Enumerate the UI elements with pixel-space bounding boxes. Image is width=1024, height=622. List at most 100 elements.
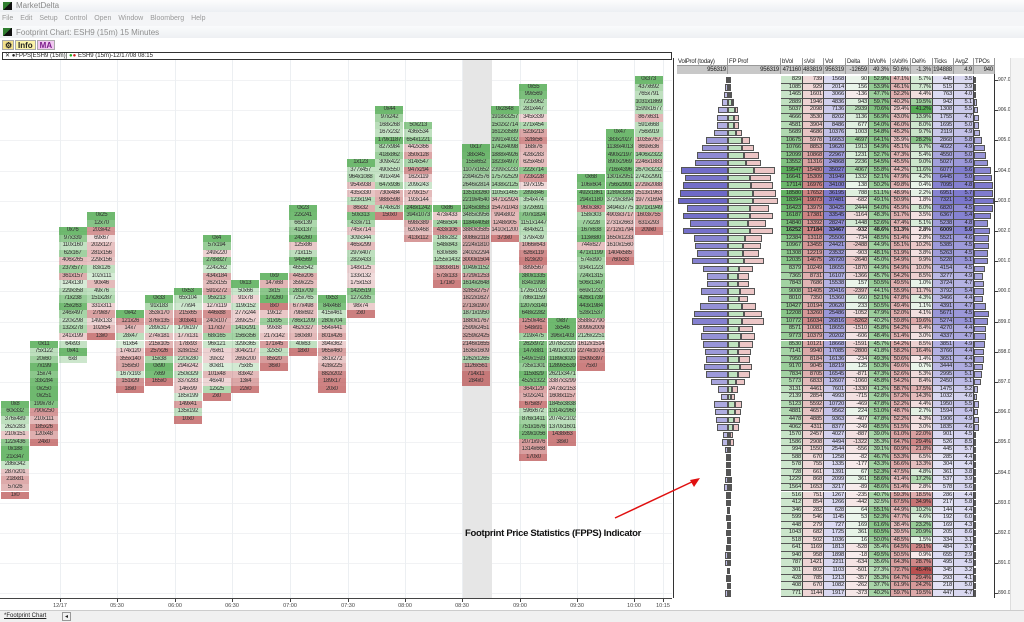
time-tick [577,599,578,602]
fpprof-sell-bar [746,159,762,167]
menu-control[interactable]: Control [64,15,88,22]
footprint-cell: 64x93 [58,340,87,348]
menu-open[interactable]: Open [94,15,112,22]
footprint-cell: 6x8 [58,355,87,364]
fpps-cell: 35.4% [869,544,891,552]
fpps-cell: 1145 [824,514,846,522]
fpps-cell: -932 [846,227,869,235]
fpps-cell: 1475 [933,385,954,394]
fpps-column-header[interactable]: TPOs [974,58,995,66]
menu-bloomberg[interactable]: Bloomberg [150,15,185,22]
fpps-cell: 38.4% [891,521,911,530]
menu-setup[interactable]: Setup [39,15,58,22]
fpps-cell: 8.0% [911,204,933,213]
footprint-cell: 71x115 [289,249,317,258]
fpps-column-header[interactable]: Ticks [933,58,954,66]
fpps-cell: 60.9% [891,446,911,454]
fpps-cell: 17184 [803,227,824,235]
fpps-cell: 771 [781,589,803,598]
fpprof-sell-bar [742,137,751,144]
footprint-cell: 13x4 [231,378,260,386]
legend-study[interactable]: FPPS[ESH9 (15m)] [15,53,68,59]
fpps-cell: 56.6% [891,461,911,469]
settings-gear-icon[interactable]: ⚙ [2,40,14,50]
footprint-cell: 1742x4098 [490,144,519,152]
fpps-column-header[interactable]: Vol [824,58,846,66]
fpps-cell: 39.0% [869,431,891,439]
legend-series[interactable]: ESH9 (15m)-12/17/08 08:15 [77,53,153,59]
fpps-column-header[interactable]: Del% [911,58,933,66]
footprint-cell: 669x1232 [577,287,605,296]
footprint-cell: 724x1315 [577,272,605,281]
fpprof-buy-bar [728,371,739,378]
tpo-bar [974,114,979,121]
fpps-cell: 26816 [824,317,846,326]
price-label: 893.00 [998,499,1014,506]
fpps-column-header[interactable]: sVol% [891,58,911,66]
footprint-chart-area[interactable]: 0x8 60x332 376x489 262x283 210x151 122x436 0x1… [0,60,672,598]
fpps-column-header[interactable]: AvgZ [954,58,974,66]
footprint-cell: 428x225 [317,363,346,371]
menu-help[interactable]: Help [191,15,206,22]
ma-button[interactable]: MA [36,40,56,50]
fpprof-sell-bar [740,363,753,371]
footprint-cell: 86x32 [346,204,375,213]
info-button[interactable]: Info [15,40,36,50]
volprof-bar [717,114,728,121]
footprint-cell: 1612x3589 [490,129,519,137]
tab-footprint-chart[interactable]: *Footprint Chart [4,613,47,619]
fpps-cell: 4270 [933,325,954,333]
menu-file[interactable]: File [2,15,14,22]
tpo-bar [974,484,976,491]
fpps-cell: 45.2% [891,129,911,137]
menu-edit[interactable]: Edit [20,15,33,22]
fpprof-sell-bar [729,76,732,84]
fpprof-sell-bar [749,227,773,235]
fpps-cell: 54.9% [869,144,891,152]
fpps-cell: 4.9 [954,340,974,348]
time-tick [60,599,61,602]
footprint-cell: 155x652 [461,159,490,167]
fpps-cell: 5.1 [954,98,974,107]
fpps-column-header[interactable]: bVol% [869,58,891,66]
fpps-cell: 5274 [933,317,954,326]
footprint-cell: 2074x2102 [548,416,577,424]
footprint-cell: 127x285 [346,295,375,303]
fpps-cell: 8.0% [911,121,933,130]
fpps-column-header[interactable]: Delta [846,58,869,66]
fpps-total-cell: 956319 [728,66,781,74]
fpps-cell: 45.7% [869,272,891,281]
fpps-cell: 7843 [781,280,803,288]
legend-close-icon[interactable]: ✕ [5,53,11,59]
footprint-cell: 0x44 [375,106,404,114]
footprint-cell: 119x152 [231,302,260,311]
fpprof-buy-bar [728,325,740,333]
fpps-cell: 1906 [933,416,954,424]
fpps-cell: 67 [846,468,869,477]
menu-window[interactable]: Window [118,15,144,22]
fpps-cell: 49.3% [869,355,891,364]
price-gridline [0,261,672,263]
tpo-bar [974,424,979,431]
fpps-cell: -357 [846,574,869,583]
footprint-cell: 148x125 [346,265,375,273]
tab-scroll-left-icon[interactable]: ◂ [62,612,72,621]
fpprof-sell-bar [728,567,731,574]
fpps-column-header[interactable]: sVol [803,58,824,66]
price-label: 898.00 [998,348,1014,355]
fpprof-sell-bar [744,257,764,265]
fpps-cell: 13455 [803,242,824,250]
footprint-cell: 418x862 [375,151,404,160]
fpprof-sell-bar [749,205,769,212]
fpps-cell: 4067 [846,166,869,175]
vertical-scrollbar[interactable] [1010,58,1024,610]
fpps-column-header[interactable]: VolProf (today) [677,58,728,66]
volprof-bar [725,559,728,567]
volprof-bar [724,446,728,454]
fpprof-sell-bar [734,114,739,121]
price-gridline [0,502,672,504]
fpps-column-header[interactable]: FP Prof [728,58,781,66]
fpps-column-header[interactable]: bVol [781,58,803,66]
time-tick [405,599,406,602]
fpps-cell: 42.8% [869,393,891,401]
